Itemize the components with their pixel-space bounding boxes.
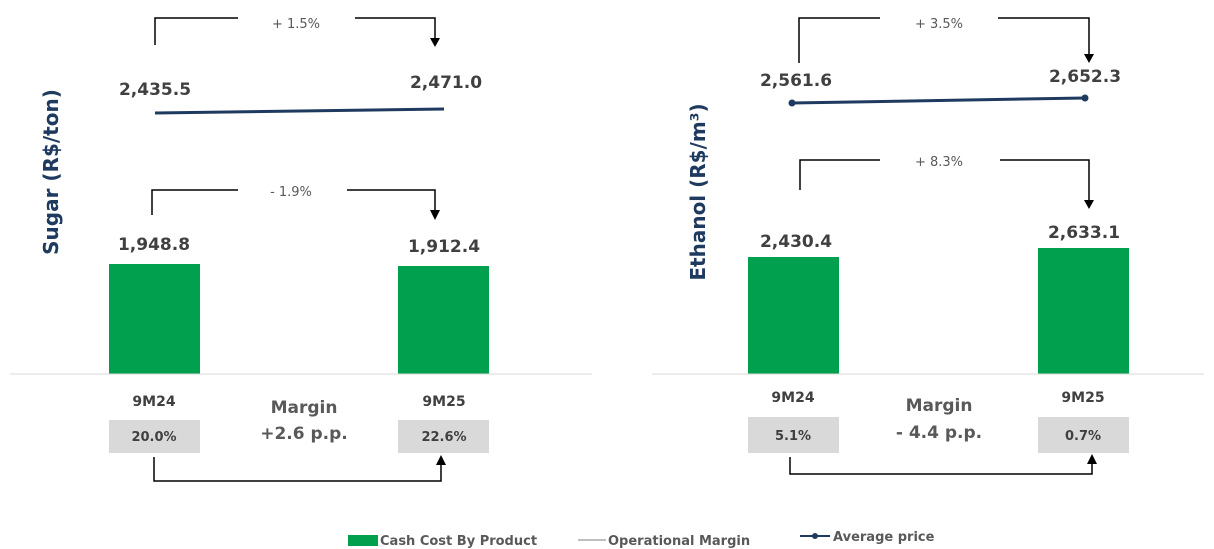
ethanol-margin-change: - 4.4 p.p. xyxy=(896,423,982,443)
sugar-margin-change: +2.6 p.p. xyxy=(260,424,348,444)
sugar-price-label-9m25: 2,471.0 xyxy=(410,73,482,93)
legend-average-price-marker xyxy=(812,533,818,539)
sugar-margin-arrowhead xyxy=(436,455,446,465)
ethanol-bar-9m25 xyxy=(1038,248,1129,374)
ethanol-margin-9m25: 0.7% xyxy=(1065,429,1101,444)
ethanol-price-change-label: + 3.5% xyxy=(915,17,963,32)
legend-operational-margin-label: Operational Margin xyxy=(608,534,750,549)
sugar-margin-connector xyxy=(153,457,442,482)
ethanol-average-price-line xyxy=(791,96,1086,105)
ethanol-panel: Ethanol (R$/m³) + 3.5% 2,561.6 2,652.3 +… xyxy=(652,17,1204,475)
ethanol-price-label-9m24: 2,561.6 xyxy=(760,71,832,91)
sugar-price-change-connector xyxy=(154,17,436,45)
sugar-bar-9m25 xyxy=(398,266,489,374)
sugar-cost-change-connector xyxy=(151,189,436,215)
sugar-price-change-arrowhead xyxy=(430,38,440,47)
legend: Cash Cost By Product Operational Margin … xyxy=(348,530,935,549)
sugar-cost-change-arrowhead xyxy=(430,210,440,220)
ethanol-y-axis-label: Ethanol (R$/m³) xyxy=(686,103,710,280)
sugar-panel: Sugar (R$/ton) + 1.5% 2,435.5 2,471.0 - … xyxy=(10,17,592,482)
sugar-margin-9m25: 22.6% xyxy=(421,430,466,445)
sugar-margin-title: Margin xyxy=(271,398,338,418)
ethanol-margin-title: Margin xyxy=(906,396,973,416)
ethanol-bar-9m24 xyxy=(748,257,839,374)
ethanol-price-label-9m25: 2,652.3 xyxy=(1049,67,1121,87)
legend-cash-cost-swatch xyxy=(348,535,378,546)
sugar-category-9m25: 9M25 xyxy=(422,394,465,410)
ethanol-cost-change-label: + 8.3% xyxy=(915,155,963,170)
ethanol-margin-arrowhead xyxy=(1087,454,1097,464)
ethanol-category-9m25: 9M25 xyxy=(1061,390,1104,406)
sugar-cost-change-label: - 1.9% xyxy=(270,185,312,200)
sugar-y-axis-label: Sugar (R$/ton) xyxy=(39,89,63,255)
ethanol-price-change-arrowhead xyxy=(1084,54,1094,63)
legend-average-price-label: Average price xyxy=(833,530,935,545)
ethanol-bar-label-9m25: 2,633.1 xyxy=(1048,223,1120,243)
sugar-margin-box-9m25 xyxy=(398,420,489,453)
sugar-bar-label-9m25: 1,912.4 xyxy=(408,237,480,257)
sugar-margin-9m24: 20.0% xyxy=(131,430,176,445)
ethanol-cost-change-connector xyxy=(799,159,1090,202)
sugar-price-change-label: + 1.5% xyxy=(272,17,320,32)
legend-cash-cost-label: Cash Cost By Product xyxy=(380,534,537,549)
sugar-margin-box-9m24 xyxy=(109,420,200,453)
sugar-bar-9m24 xyxy=(109,264,200,374)
ethanol-margin-box-9m25 xyxy=(1038,417,1129,453)
sugar-price-label-9m24: 2,435.5 xyxy=(119,80,191,100)
ethanol-cost-change-arrowhead xyxy=(1084,200,1094,209)
ethanol-margin-box-9m24 xyxy=(748,417,839,453)
ethanol-category-9m24: 9M24 xyxy=(771,390,814,406)
ethanol-margin-connector xyxy=(789,457,1093,475)
sugar-bar-label-9m24: 1,948.8 xyxy=(118,235,190,255)
sugar-category-9m24: 9M24 xyxy=(132,394,175,410)
ethanol-margin-9m24: 5.1% xyxy=(775,429,811,444)
ethanol-price-marker-9m25 xyxy=(1081,94,1089,102)
ethanol-bar-label-9m24: 2,430.4 xyxy=(760,232,832,252)
ethanol-price-change-connector xyxy=(798,17,1090,63)
sugar-average-price-line xyxy=(154,107,445,115)
ethanol-price-marker-9m24 xyxy=(788,99,796,107)
